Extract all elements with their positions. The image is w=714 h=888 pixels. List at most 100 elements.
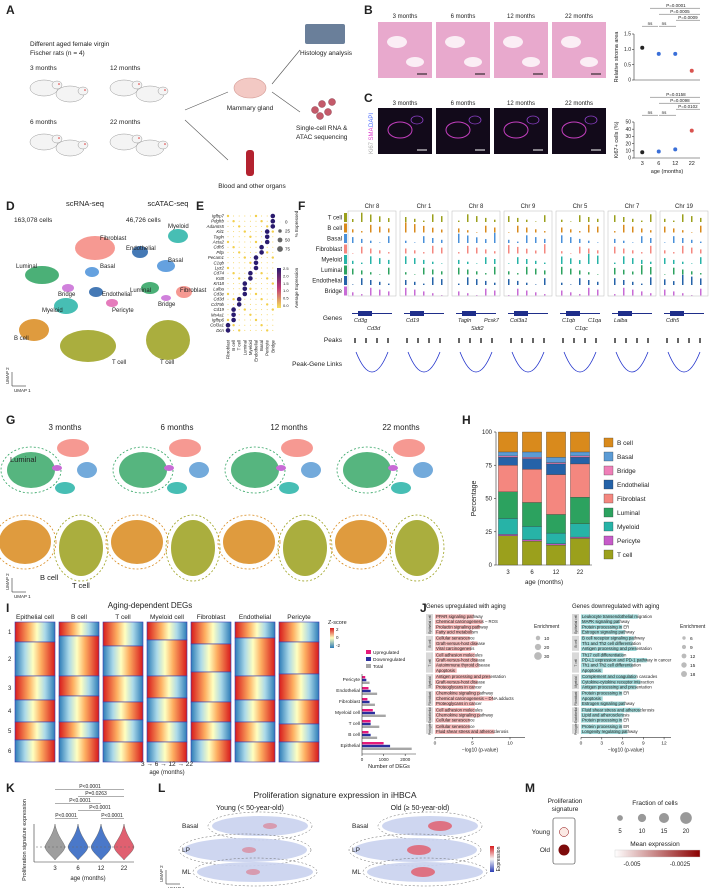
color-bar — [330, 628, 334, 648]
peak-box — [573, 338, 575, 343]
umap-cluster — [393, 439, 425, 457]
bar-segment — [570, 455, 590, 458]
peak-signal — [361, 246, 363, 254]
peak-box — [584, 338, 586, 343]
gene-name: Tagln — [458, 318, 471, 324]
peak-signal — [673, 236, 675, 243]
row-label: Old — [540, 847, 551, 854]
legend-swatch — [603, 521, 614, 532]
sma-ring — [503, 121, 529, 139]
peak-signal — [405, 272, 407, 275]
expression-dot — [266, 319, 268, 321]
peak-signal — [570, 229, 572, 233]
legend-label: 75 — [285, 247, 291, 252]
umap-cluster — [413, 462, 433, 478]
group-label: Pericyte — [428, 723, 432, 735]
bar-segment — [522, 458, 542, 470]
tube-icon — [246, 150, 254, 176]
legend-label: Basal — [617, 454, 634, 461]
group-box — [426, 614, 433, 635]
term-highlight — [435, 679, 478, 685]
umap-cluster — [335, 520, 387, 564]
term-label: Graft-versus-host disease — [436, 641, 486, 646]
peak-signal — [423, 252, 425, 254]
peak-signal — [588, 280, 590, 285]
peak-box — [458, 338, 460, 343]
peak-signal — [650, 214, 652, 222]
expression-dot — [238, 329, 241, 332]
expression-dot — [233, 262, 235, 264]
term-highlight — [581, 630, 625, 635]
legend-swatch — [603, 451, 614, 462]
cluster-outline — [329, 514, 393, 570]
bar — [362, 725, 380, 728]
peak-signal — [535, 250, 537, 254]
umap-cluster — [164, 465, 174, 471]
heatmap-block — [103, 720, 143, 742]
term-label: Leukocyte transendothelial migration — [582, 614, 653, 619]
mean-dot — [689, 68, 694, 73]
term-label: Autoimmune thyroid disease — [436, 663, 491, 668]
expression-dot — [243, 230, 246, 233]
expression-dot — [249, 220, 251, 222]
peak-signal — [623, 269, 625, 275]
peak-signal — [700, 225, 702, 233]
bar-segment — [570, 497, 590, 524]
colorbar-label: Expression — [496, 846, 502, 871]
stat-label: P=0.0098 — [670, 98, 690, 103]
cluster-frame — [146, 741, 188, 763]
expression-dot — [238, 293, 240, 295]
peak-signal — [664, 242, 666, 243]
x-tick-label: 22 — [577, 570, 584, 576]
celltype-label: Bridge — [270, 339, 275, 352]
expression-dot — [261, 314, 263, 316]
term-label: Chemical carcinogenesis – DNA adducts — [436, 696, 514, 701]
stat-label: P=0.0102 — [678, 104, 698, 109]
legend-title: Z-score — [328, 620, 347, 626]
peak-signal — [588, 272, 590, 275]
celltype-label: Endothelial — [254, 340, 259, 362]
stat-label: P=0.0001 — [666, 3, 686, 8]
peak-signal — [700, 241, 702, 243]
expression-dot — [271, 256, 274, 259]
term-highlight — [435, 696, 494, 701]
peak-signal — [535, 229, 537, 233]
expression-dot — [233, 293, 235, 295]
peak-signal — [544, 244, 546, 254]
expression-dot — [261, 303, 263, 305]
stain-label: SMA — [369, 127, 375, 140]
expression-dot — [227, 288, 229, 290]
peak-signal — [650, 245, 652, 254]
gene-label: Igfbp6 — [212, 318, 225, 323]
peak-signal — [614, 215, 616, 222]
group-box — [572, 724, 579, 734]
peak-box — [376, 338, 378, 343]
peak-box — [521, 338, 523, 343]
y-tick-label: 10 — [625, 149, 631, 155]
gene-name: Cd3d — [367, 326, 381, 332]
term-label: Antigen processing and presentation — [582, 646, 652, 651]
expression-dot — [272, 241, 274, 243]
expression-dot — [233, 225, 235, 227]
track-label: Genes — [323, 315, 343, 322]
expression-dot — [232, 324, 235, 327]
umap-cluster — [132, 246, 148, 258]
term-highlight — [581, 658, 647, 663]
umap-cluster — [176, 286, 192, 298]
group-label: Epithelial cell — [428, 615, 432, 634]
umap-cluster — [279, 482, 299, 494]
heatmap-block — [15, 676, 55, 700]
gene-label: Kit1 — [216, 229, 224, 234]
legend-label: 20 — [683, 829, 690, 835]
peak-signal — [650, 230, 652, 233]
expression-dot — [254, 292, 258, 296]
expression-dot — [272, 319, 274, 321]
peak-signal — [476, 271, 478, 275]
cluster-label: Luminal — [10, 455, 37, 464]
peak-signal — [673, 259, 675, 264]
peak-signal — [508, 279, 510, 285]
peak-signal — [352, 284, 354, 285]
cell-icon — [318, 100, 326, 108]
expression-dot — [238, 215, 240, 217]
legend-swatch — [603, 479, 614, 490]
